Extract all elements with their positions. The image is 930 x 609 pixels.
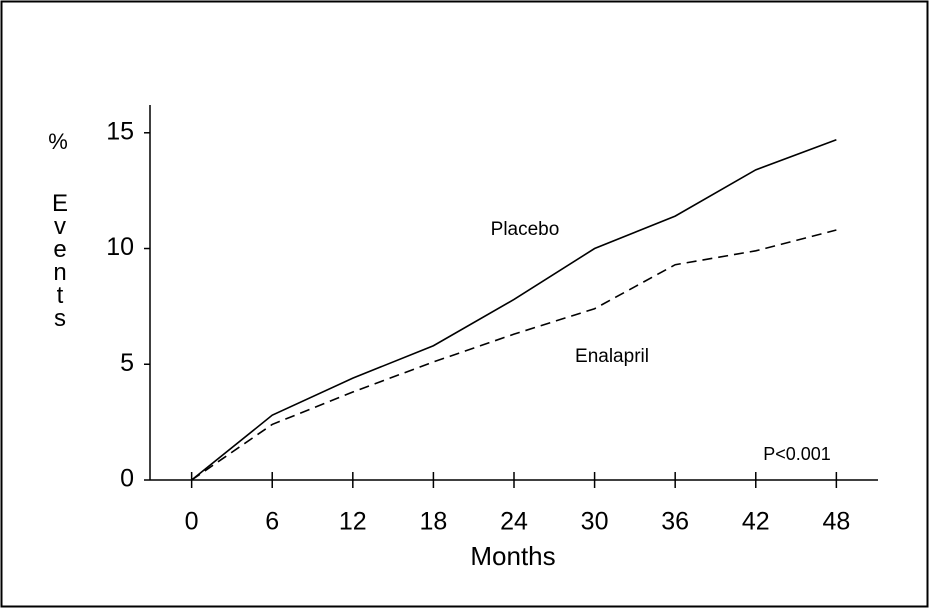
x-tick-label: 42	[742, 508, 770, 536]
x-tick-label: 0	[185, 508, 199, 536]
x-tick-label: 24	[500, 508, 528, 536]
y-tick-label: 0	[120, 465, 134, 493]
x-tick-label: 36	[661, 508, 689, 536]
series-label: Enalapril	[575, 346, 649, 367]
x-tick-label: 30	[581, 508, 609, 536]
y-unit: %	[48, 129, 68, 154]
x-tick-label: 6	[265, 508, 279, 536]
y-tick-label: 15	[106, 117, 134, 145]
series-label: Placebo	[491, 219, 560, 240]
y-tick-label: 5	[120, 349, 134, 377]
x-tick-label: 18	[420, 508, 448, 536]
series-line	[191, 229, 837, 481]
y-tick-label: 10	[106, 233, 134, 261]
series-line	[191, 138, 837, 481]
annotation: P<0.001	[763, 444, 831, 464]
x-tick-label: 48	[822, 508, 850, 536]
y-axis-title: Events	[47, 190, 74, 328]
x-tick-label: 12	[339, 508, 367, 536]
x-axis-title: Months	[470, 541, 555, 571]
